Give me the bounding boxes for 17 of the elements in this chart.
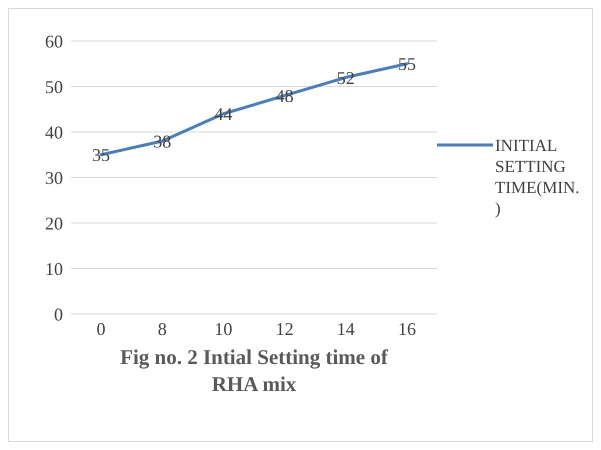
y-tick-label: 60 bbox=[45, 31, 63, 52]
text: Fig no. 2 Intial Setting time of RHA mix bbox=[119, 344, 389, 398]
x-tick-label: 12 bbox=[276, 318, 294, 339]
x-tick-label: 0 bbox=[96, 318, 106, 339]
y-tick-label: 20 bbox=[45, 213, 63, 234]
x-tick-label: 10 bbox=[214, 318, 232, 339]
x-tick-label: 8 bbox=[158, 318, 167, 339]
y-tick-label: 30 bbox=[45, 168, 63, 188]
data-label: 35 bbox=[92, 145, 110, 166]
data-label: 55 bbox=[398, 54, 416, 74]
y-tick-label: 0 bbox=[54, 304, 63, 324]
legend-label: INITIAL SETTING TIME(MIN.) bbox=[495, 134, 581, 218]
y-tick-label: 40 bbox=[45, 122, 63, 142]
x-tick-label: 16 bbox=[398, 318, 416, 339]
y-tick-label: 50 bbox=[45, 76, 63, 97]
y-tick-label: 10 bbox=[45, 258, 63, 279]
x-tick-label: 14 bbox=[336, 318, 355, 339]
